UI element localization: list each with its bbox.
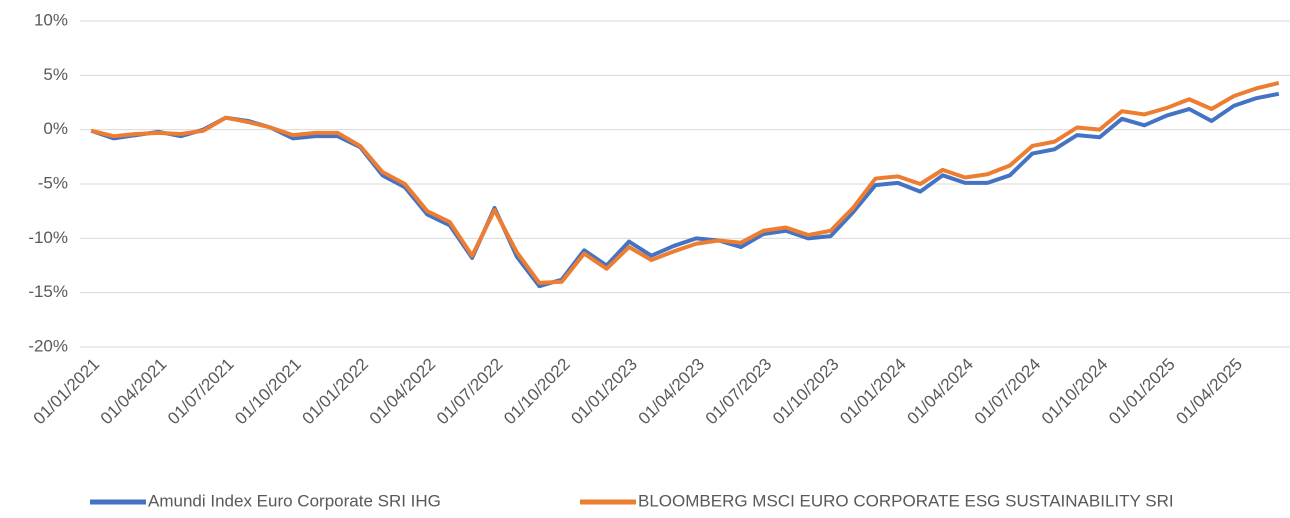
x-tick-label: 01/04/2025 xyxy=(1172,355,1246,429)
x-tick-label: 01/10/2024 xyxy=(1038,355,1112,429)
x-tick-label: 01/01/2024 xyxy=(836,355,910,429)
y-tick-label: -15% xyxy=(28,282,68,301)
legend-label: BLOOMBERG MSCI EURO CORPORATE ESG SUSTAI… xyxy=(638,491,1174,510)
series-line xyxy=(90,91,1280,289)
x-tick-label: 01/01/2025 xyxy=(1105,355,1179,429)
x-tick-label: 01/07/2022 xyxy=(433,355,507,429)
y-tick-label: -10% xyxy=(28,228,68,247)
y-tick-label: -20% xyxy=(28,336,68,355)
x-tick-label: 01/04/2024 xyxy=(903,355,977,429)
x-tick-label: 01/01/2023 xyxy=(567,355,641,429)
x-tick-label: 01/01/2022 xyxy=(298,355,372,429)
x-tick-label: 01/10/2022 xyxy=(500,355,574,429)
x-tick-label: 01/04/2022 xyxy=(366,355,440,429)
series-line xyxy=(90,80,1280,285)
x-tick-label: 01/07/2024 xyxy=(971,355,1045,429)
y-tick-label: 0% xyxy=(43,119,68,138)
legend-label: Amundi Index Euro Corporate SRI IHG xyxy=(148,491,441,510)
x-tick-label: 01/10/2023 xyxy=(769,355,843,429)
x-tick-label: 01/04/2023 xyxy=(635,355,709,429)
x-tick-label: 01/07/2023 xyxy=(702,355,776,429)
x-tick-label: 01/04/2021 xyxy=(97,355,171,429)
x-tick-label: 01/07/2021 xyxy=(164,355,238,429)
y-tick-label: 5% xyxy=(43,65,68,84)
y-tick-label: 10% xyxy=(34,10,68,29)
y-tick-label: -5% xyxy=(38,173,68,192)
x-tick-label: 01/10/2021 xyxy=(231,355,305,429)
x-tick-label: 01/01/2021 xyxy=(30,355,104,429)
